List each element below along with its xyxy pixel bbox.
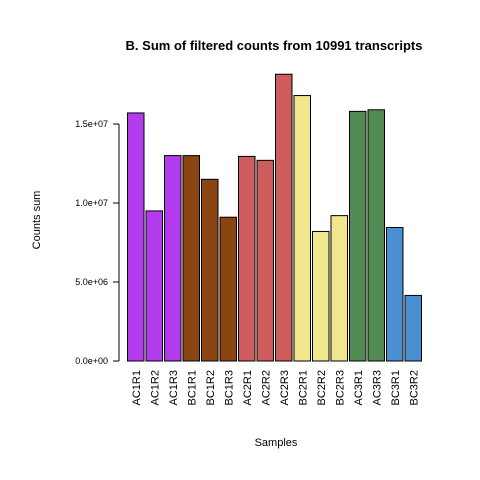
bar-bc2r1	[293, 95, 311, 362]
bar-ac3r3	[367, 109, 385, 362]
y-tick-label: 1.5e+07	[75, 119, 108, 129]
x-axis-category-labels: AC1R1 AC1R2 AC1R3 BC1R1 BC1R2 BC1R3 AC2R1 AC2R2…	[131, 370, 421, 405]
bar-ac1r1	[127, 112, 145, 362]
y-axis-ticks: 0.0e+00 5.0e+06 1.0e+07 1.5e+07	[75, 119, 119, 366]
x-category-label: BC2R3	[334, 370, 346, 405]
bar-bc1r3	[219, 216, 237, 362]
x-category-label: AC2R1	[242, 370, 254, 405]
x-category-label: AC1R3	[168, 370, 180, 405]
bar-bc3r1	[386, 226, 404, 362]
bar-ac2r3	[275, 73, 293, 362]
x-axis-label: Samples	[255, 437, 298, 449]
x-category-label: BC1R3	[223, 370, 235, 405]
bar-bc2r3	[330, 215, 348, 362]
x-category-label: BC3R2	[408, 370, 420, 405]
bar-ac1r2	[145, 210, 163, 362]
bar-ac3r1	[349, 110, 367, 362]
bar-bc1r1	[182, 155, 200, 362]
bar-ac1r3	[164, 155, 182, 362]
x-category-label: AC2R3	[279, 370, 291, 405]
x-category-label: AC1R2	[149, 370, 161, 405]
bar-bc1r2	[201, 178, 219, 362]
bar-bc2r2	[312, 230, 330, 362]
x-category-label: AC1R1	[131, 370, 143, 405]
x-category-label: AC2R2	[260, 370, 272, 405]
bars	[127, 73, 422, 362]
y-tick-label: 1.0e+07	[75, 198, 108, 208]
x-category-label: BC2R1	[297, 370, 309, 405]
x-category-label: BC1R1	[186, 370, 198, 405]
x-category-label: BC1R2	[205, 370, 217, 405]
y-axis-label: Counts sum	[31, 191, 43, 250]
y-tick-label: 0.0e+00	[75, 356, 108, 366]
bar-ac2r2	[256, 159, 274, 362]
y-tick-label: 5.0e+06	[75, 277, 108, 287]
chart-title: B. Sum of filtered counts from 10991 tra…	[126, 38, 423, 53]
x-category-label: AC3R3	[371, 370, 383, 405]
x-category-label: BC3R1	[390, 370, 402, 405]
bar-bc3r2	[404, 294, 422, 362]
x-category-label: BC2R2	[316, 370, 328, 405]
x-category-label: AC3R1	[353, 370, 365, 405]
bar-ac2r1	[238, 155, 256, 362]
